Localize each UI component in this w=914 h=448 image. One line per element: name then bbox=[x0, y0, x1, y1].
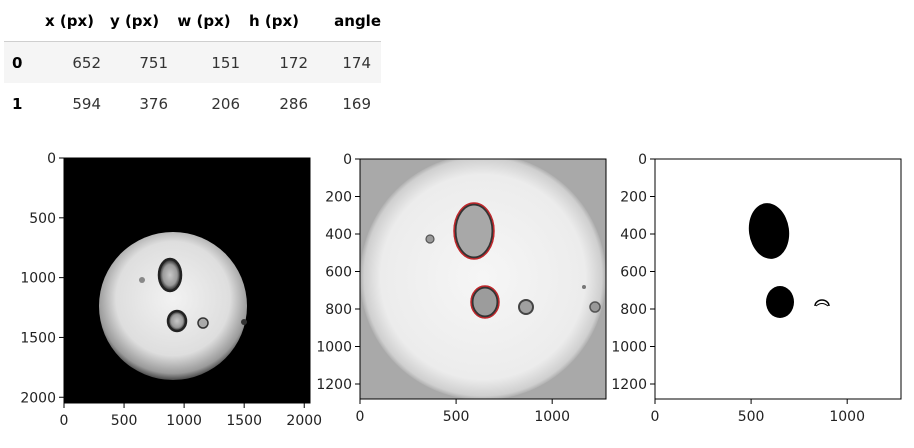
x-tick-label: 2000 bbox=[286, 413, 322, 429]
y-tick-label: 600 bbox=[620, 265, 647, 281]
y-tick-label: 500 bbox=[29, 211, 56, 227]
mask-plot: 0 200 400 600 800 1000 1200 0 500 1000 bbox=[611, 152, 901, 425]
x-axis-ticks: 0 500 1000 1500 2000 bbox=[60, 403, 323, 429]
raw-image bbox=[64, 158, 310, 403]
y-tick-label: 1000 bbox=[20, 271, 56, 287]
y-tick-label: 1000 bbox=[316, 340, 352, 356]
y-tick-label: 1000 bbox=[611, 340, 647, 356]
y-tick-label: 2000 bbox=[20, 390, 56, 406]
mask-blob bbox=[766, 286, 794, 318]
x-tick-label: 1500 bbox=[226, 413, 262, 429]
y-tick-label: 800 bbox=[325, 302, 352, 318]
y-axis-ticks: 0 200 400 600 800 1000 1200 bbox=[611, 152, 655, 393]
detection-plot: 0 200 400 600 800 1000 1200 0 500 1000 bbox=[316, 152, 606, 425]
detection-image bbox=[360, 154, 606, 400]
y-tick-label: 800 bbox=[620, 302, 647, 318]
y-tick-label: 1500 bbox=[20, 330, 56, 346]
x-axis-ticks: 0 500 1000 bbox=[651, 399, 865, 425]
y-tick-label: 200 bbox=[620, 190, 647, 206]
raw-image-plot: 0 500 1000 1500 2000 0 500 1000 1500 2000 bbox=[20, 151, 322, 429]
x-tick-label: 500 bbox=[738, 409, 765, 425]
x-tick-label: 500 bbox=[443, 409, 470, 425]
y-axis-ticks: 0 500 1000 1500 2000 bbox=[20, 151, 64, 406]
y-tick-label: 1200 bbox=[611, 377, 647, 393]
y-tick-label: 600 bbox=[325, 265, 352, 281]
x-tick-label: 0 bbox=[60, 413, 69, 429]
y-tick-label: 0 bbox=[47, 151, 56, 167]
y-tick-label: 1200 bbox=[316, 377, 352, 393]
x-tick-label: 1000 bbox=[829, 409, 865, 425]
mask-image bbox=[655, 159, 901, 399]
y-tick-label: 0 bbox=[343, 152, 352, 168]
y-axis-ticks: 0 200 400 600 800 1000 1200 bbox=[316, 152, 360, 393]
y-tick-label: 0 bbox=[638, 152, 647, 168]
x-tick-label: 0 bbox=[356, 409, 365, 425]
y-tick-label: 400 bbox=[325, 227, 352, 243]
y-tick-label: 400 bbox=[620, 227, 647, 243]
x-axis-ticks: 0 500 1000 bbox=[356, 399, 570, 425]
y-tick-label: 200 bbox=[325, 190, 352, 206]
x-tick-label: 500 bbox=[111, 413, 138, 429]
x-tick-label: 1000 bbox=[534, 409, 570, 425]
x-tick-label: 0 bbox=[651, 409, 660, 425]
x-tick-label: 1000 bbox=[166, 413, 202, 429]
